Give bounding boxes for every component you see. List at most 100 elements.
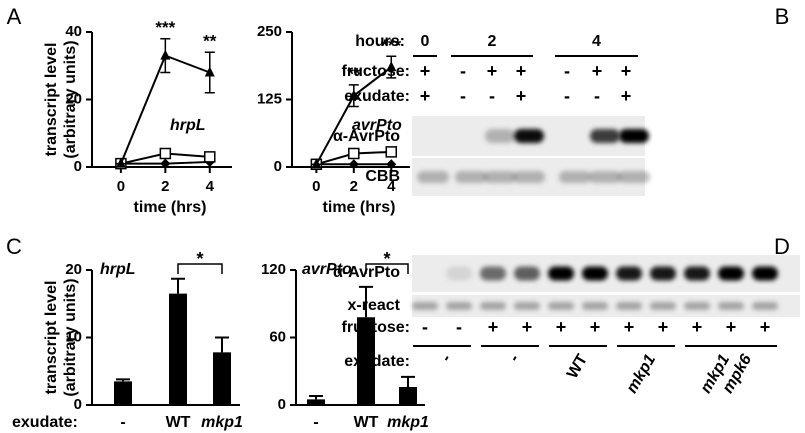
blot-band [582, 302, 608, 310]
x-axis-label: exudate: [12, 414, 78, 431]
blot-band [684, 302, 710, 310]
blot-band [618, 171, 650, 183]
exudate-label: WT [564, 351, 591, 381]
x-tick-label: WT [354, 414, 379, 431]
significance-label: *** [381, 36, 401, 55]
sign: - [456, 317, 462, 337]
error-bar [401, 375, 415, 387]
blot-label: x-react [348, 297, 401, 314]
error-bar [171, 277, 185, 294]
marker [311, 158, 322, 169]
x-tick-label: 4 [206, 178, 215, 195]
sign: + [488, 317, 499, 337]
blot-band [589, 171, 621, 183]
marker [348, 89, 359, 100]
marker [385, 146, 398, 158]
y-tick-label: 0 [278, 396, 286, 413]
marker [204, 151, 216, 163]
blot-band [480, 302, 506, 310]
sign: - [564, 86, 570, 106]
sign: - [422, 317, 428, 337]
panel-label: C [6, 234, 22, 259]
marker [115, 157, 126, 168]
panel-label: B [775, 4, 790, 29]
marker [160, 158, 171, 169]
sign: + [522, 317, 533, 337]
blot-band [484, 171, 516, 183]
y-tick-label: 40 [65, 23, 82, 40]
sign: + [658, 317, 669, 337]
y-tick-label: 0 [274, 158, 282, 175]
row-label: fructose: [342, 63, 410, 80]
x-tick-label: WT [166, 414, 191, 431]
exudate-label: - [506, 352, 523, 365]
sign: - [564, 61, 570, 81]
y-tick-label: 0 [74, 158, 82, 175]
sign: + [590, 317, 601, 337]
blot-band [513, 171, 545, 183]
blot-label: CBB [365, 168, 400, 185]
sign: + [621, 61, 632, 81]
sign: + [420, 61, 431, 81]
significance-label: * [196, 249, 203, 269]
hours-label: hours: [355, 33, 405, 50]
sign: + [592, 61, 603, 81]
bar [114, 381, 132, 405]
error-bar [215, 336, 229, 353]
y-axis-label: transcript level [43, 281, 60, 395]
blot-band [619, 129, 649, 143]
marker [348, 159, 359, 170]
row-label: exudate: [344, 353, 410, 370]
blot-band [455, 171, 487, 183]
sign: + [624, 317, 635, 337]
bar [213, 352, 231, 405]
x-tick-label: mkp1 [201, 414, 243, 431]
bar [169, 293, 187, 405]
blot-band [752, 266, 778, 281]
row-label: exudate: [344, 88, 410, 105]
y-tick-label: 250 [257, 23, 282, 40]
gene-label: avrPto [352, 117, 402, 134]
row-label: fructose: [342, 319, 410, 336]
sign: + [556, 317, 567, 337]
x-tick-label: 0 [117, 178, 125, 195]
y-tick-label: 0 [74, 396, 82, 413]
x-tick-label: 2 [161, 178, 169, 195]
significance-label: * [383, 249, 390, 269]
sign: + [516, 86, 527, 106]
sign: - [460, 61, 466, 81]
blot-band [718, 266, 744, 281]
x-tick-label: - [120, 414, 125, 431]
x-tick-label: - [313, 414, 318, 431]
x-axis-label: time (hrs) [134, 199, 207, 216]
error-bar [116, 378, 130, 382]
blot-band [752, 302, 778, 310]
y-tick-label: 20 [65, 261, 82, 278]
y-tick-label: 10 [65, 328, 82, 345]
sign: + [516, 61, 527, 81]
hours-value: 0 [421, 33, 430, 50]
blot-band [514, 302, 540, 310]
y-tick-label: 60 [269, 328, 286, 345]
panel-label: A [7, 4, 22, 29]
blot-band [446, 302, 472, 310]
y-tick-label: 125 [257, 90, 282, 107]
significance-label: *** [155, 18, 175, 37]
y-axis-label: (arbitrary units) [62, 40, 79, 158]
sign: + [692, 317, 703, 337]
blot-label: α-AvrPto [333, 264, 400, 281]
blot-band [485, 129, 515, 143]
blot-band [514, 266, 540, 281]
y-axis-label: transcript level [43, 43, 60, 157]
blot-band [417, 171, 449, 183]
gene-label: hrpL [100, 261, 136, 278]
blot-band [718, 302, 744, 310]
error-bar [359, 285, 373, 318]
sign: + [487, 61, 498, 81]
panel-label: D [774, 234, 790, 259]
error-bar [309, 395, 323, 400]
blot-band [548, 302, 574, 310]
blot-band [446, 266, 472, 281]
x-axis-label: time (hrs) [323, 199, 396, 216]
blot-band [616, 266, 642, 281]
